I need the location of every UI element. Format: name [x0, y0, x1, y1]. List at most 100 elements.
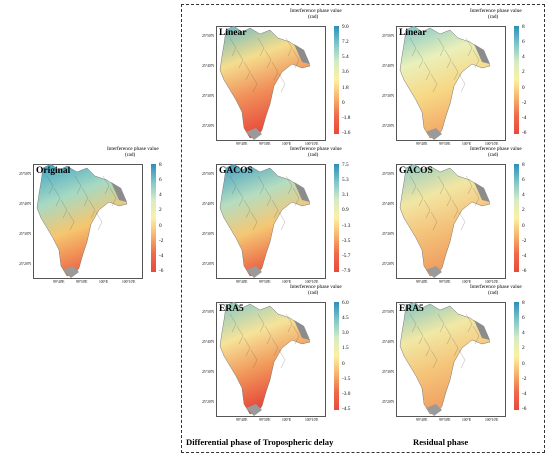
colorbar-tick: 4 — [522, 330, 525, 337]
colorbar-tick: -5.7 — [342, 252, 351, 259]
colorbar-tick: -7.9 — [342, 268, 351, 274]
hillshade-streak — [444, 325, 452, 345]
hillshade-streak — [416, 49, 424, 69]
lat-label: 25°20'N — [382, 124, 394, 128]
hillshade-streak — [229, 313, 237, 333]
label-residual-phase: Residual phase — [413, 437, 469, 447]
hillshade-streak — [271, 337, 279, 357]
hillshade-streak — [243, 199, 251, 219]
colorbar — [334, 164, 339, 272]
masked-area — [246, 404, 262, 416]
interferogram-map — [399, 25, 491, 140]
hillshade-streak — [472, 325, 480, 345]
hillshade-streak — [67, 211, 75, 231]
dashed-frame — [181, 4, 545, 453]
lon-label: 100°10'E — [305, 418, 319, 422]
hillshade-streak — [423, 337, 431, 357]
colorbar-tick: 4 — [522, 54, 525, 61]
hillshade-streak — [285, 313, 293, 333]
masked-area — [294, 320, 310, 340]
colorbar-tick: 3.0 — [342, 330, 349, 337]
colorbar-tick: -2 — [159, 237, 164, 244]
masked-area — [294, 182, 310, 202]
colorbar-tick: 5.3 — [342, 177, 349, 184]
study-area-shape — [36, 163, 128, 277]
colorbar-title: Interference phase value — [290, 146, 342, 152]
hillshade-streak — [264, 187, 272, 207]
lon-label: 100°10'E — [485, 418, 499, 422]
interferogram-map — [219, 163, 311, 278]
lat-label: 25°50'N — [382, 310, 394, 314]
lon-label: 99°50'E — [439, 280, 451, 284]
lon-label: 100°E — [282, 418, 292, 422]
interferogram-map — [399, 163, 491, 278]
colorbar-tick: -3.5 — [342, 237, 351, 244]
masked-area — [63, 266, 79, 278]
lat-label: 25°30'N — [202, 94, 214, 98]
colorbar-tick: -1.5 — [342, 375, 351, 382]
lat-label: 25°30'N — [382, 370, 394, 374]
colorbar — [334, 302, 339, 410]
lat-label: 25°50'N — [382, 34, 394, 38]
panel-title: ERA5 — [219, 304, 244, 314]
colorbar — [514, 164, 519, 272]
panel-title: GACOS — [399, 166, 433, 176]
colorbar-tick: 8 — [522, 300, 525, 306]
lon-label: 100°10'E — [485, 142, 499, 146]
lat-label: 25°40'N — [382, 202, 394, 206]
colorbar-tick: 5.4 — [342, 54, 349, 61]
hillshade-streak — [88, 199, 96, 219]
panel-title: Linear — [219, 28, 247, 38]
study-area-shape — [399, 163, 491, 277]
lat-label: 25°40'N — [19, 202, 31, 206]
colorbar-tick: 2 — [159, 207, 162, 214]
hillshade-streak — [236, 49, 244, 69]
hillshade-streak — [278, 349, 286, 369]
colorbar-title: Interference phase value — [290, 8, 342, 14]
hillshade-streak — [53, 187, 61, 207]
colorbar-tick: -6 — [522, 268, 527, 274]
lat-label: 25°20'N — [382, 400, 394, 404]
hillshade-streak — [409, 175, 417, 195]
colorbar-tick: 6.0 — [342, 300, 349, 306]
colorbar-tick: 7.5 — [342, 162, 349, 168]
colorbar-tick: 0 — [342, 99, 345, 106]
hillshade-streak — [102, 175, 110, 195]
colorbar-tick: 0 — [522, 222, 525, 229]
colorbar — [514, 26, 519, 134]
colorbar-tick: 1.8 — [342, 84, 349, 91]
hillshade-streak — [109, 187, 117, 207]
masked-area — [474, 320, 490, 340]
panel-title: GACOS — [219, 166, 253, 176]
panel-title: Linear — [399, 28, 427, 38]
lat-label: 25°30'N — [382, 232, 394, 236]
colorbar-unit: (rad) — [125, 152, 136, 158]
interferogram-map — [399, 301, 491, 416]
hillshade-streak — [458, 73, 466, 93]
lon-label: 100°E — [462, 280, 472, 284]
panel-title: Original — [36, 166, 71, 176]
hillshade-streak — [451, 199, 459, 219]
hillshade-streak — [285, 37, 293, 57]
colorbar-tick: 0 — [522, 84, 525, 91]
hillshade-streak — [243, 61, 251, 81]
hillshade-streak — [458, 349, 466, 369]
hillshade-streak — [451, 61, 459, 81]
lon-label: 99°40'E — [236, 280, 248, 284]
lat-label: 25°50'N — [19, 172, 31, 176]
study-area-shape — [219, 25, 311, 139]
hillshade-streak — [236, 187, 244, 207]
lon-label: 100°10'E — [122, 280, 136, 284]
colorbar-tick: -4 — [522, 114, 527, 121]
hillshade-streak — [250, 211, 258, 231]
lat-label: 25°30'N — [202, 232, 214, 236]
lon-label: 99°40'E — [236, 418, 248, 422]
study-area-shape — [219, 163, 311, 277]
hillshade-streak — [257, 37, 265, 57]
colorbar-tick: -3.0 — [342, 390, 351, 397]
hillshade-streak — [264, 49, 272, 69]
lon-label: 100°E — [282, 142, 292, 146]
hillshade-streak — [264, 325, 272, 345]
hillshade-streak — [430, 73, 438, 93]
colorbar-tick: -3.6 — [342, 130, 351, 136]
